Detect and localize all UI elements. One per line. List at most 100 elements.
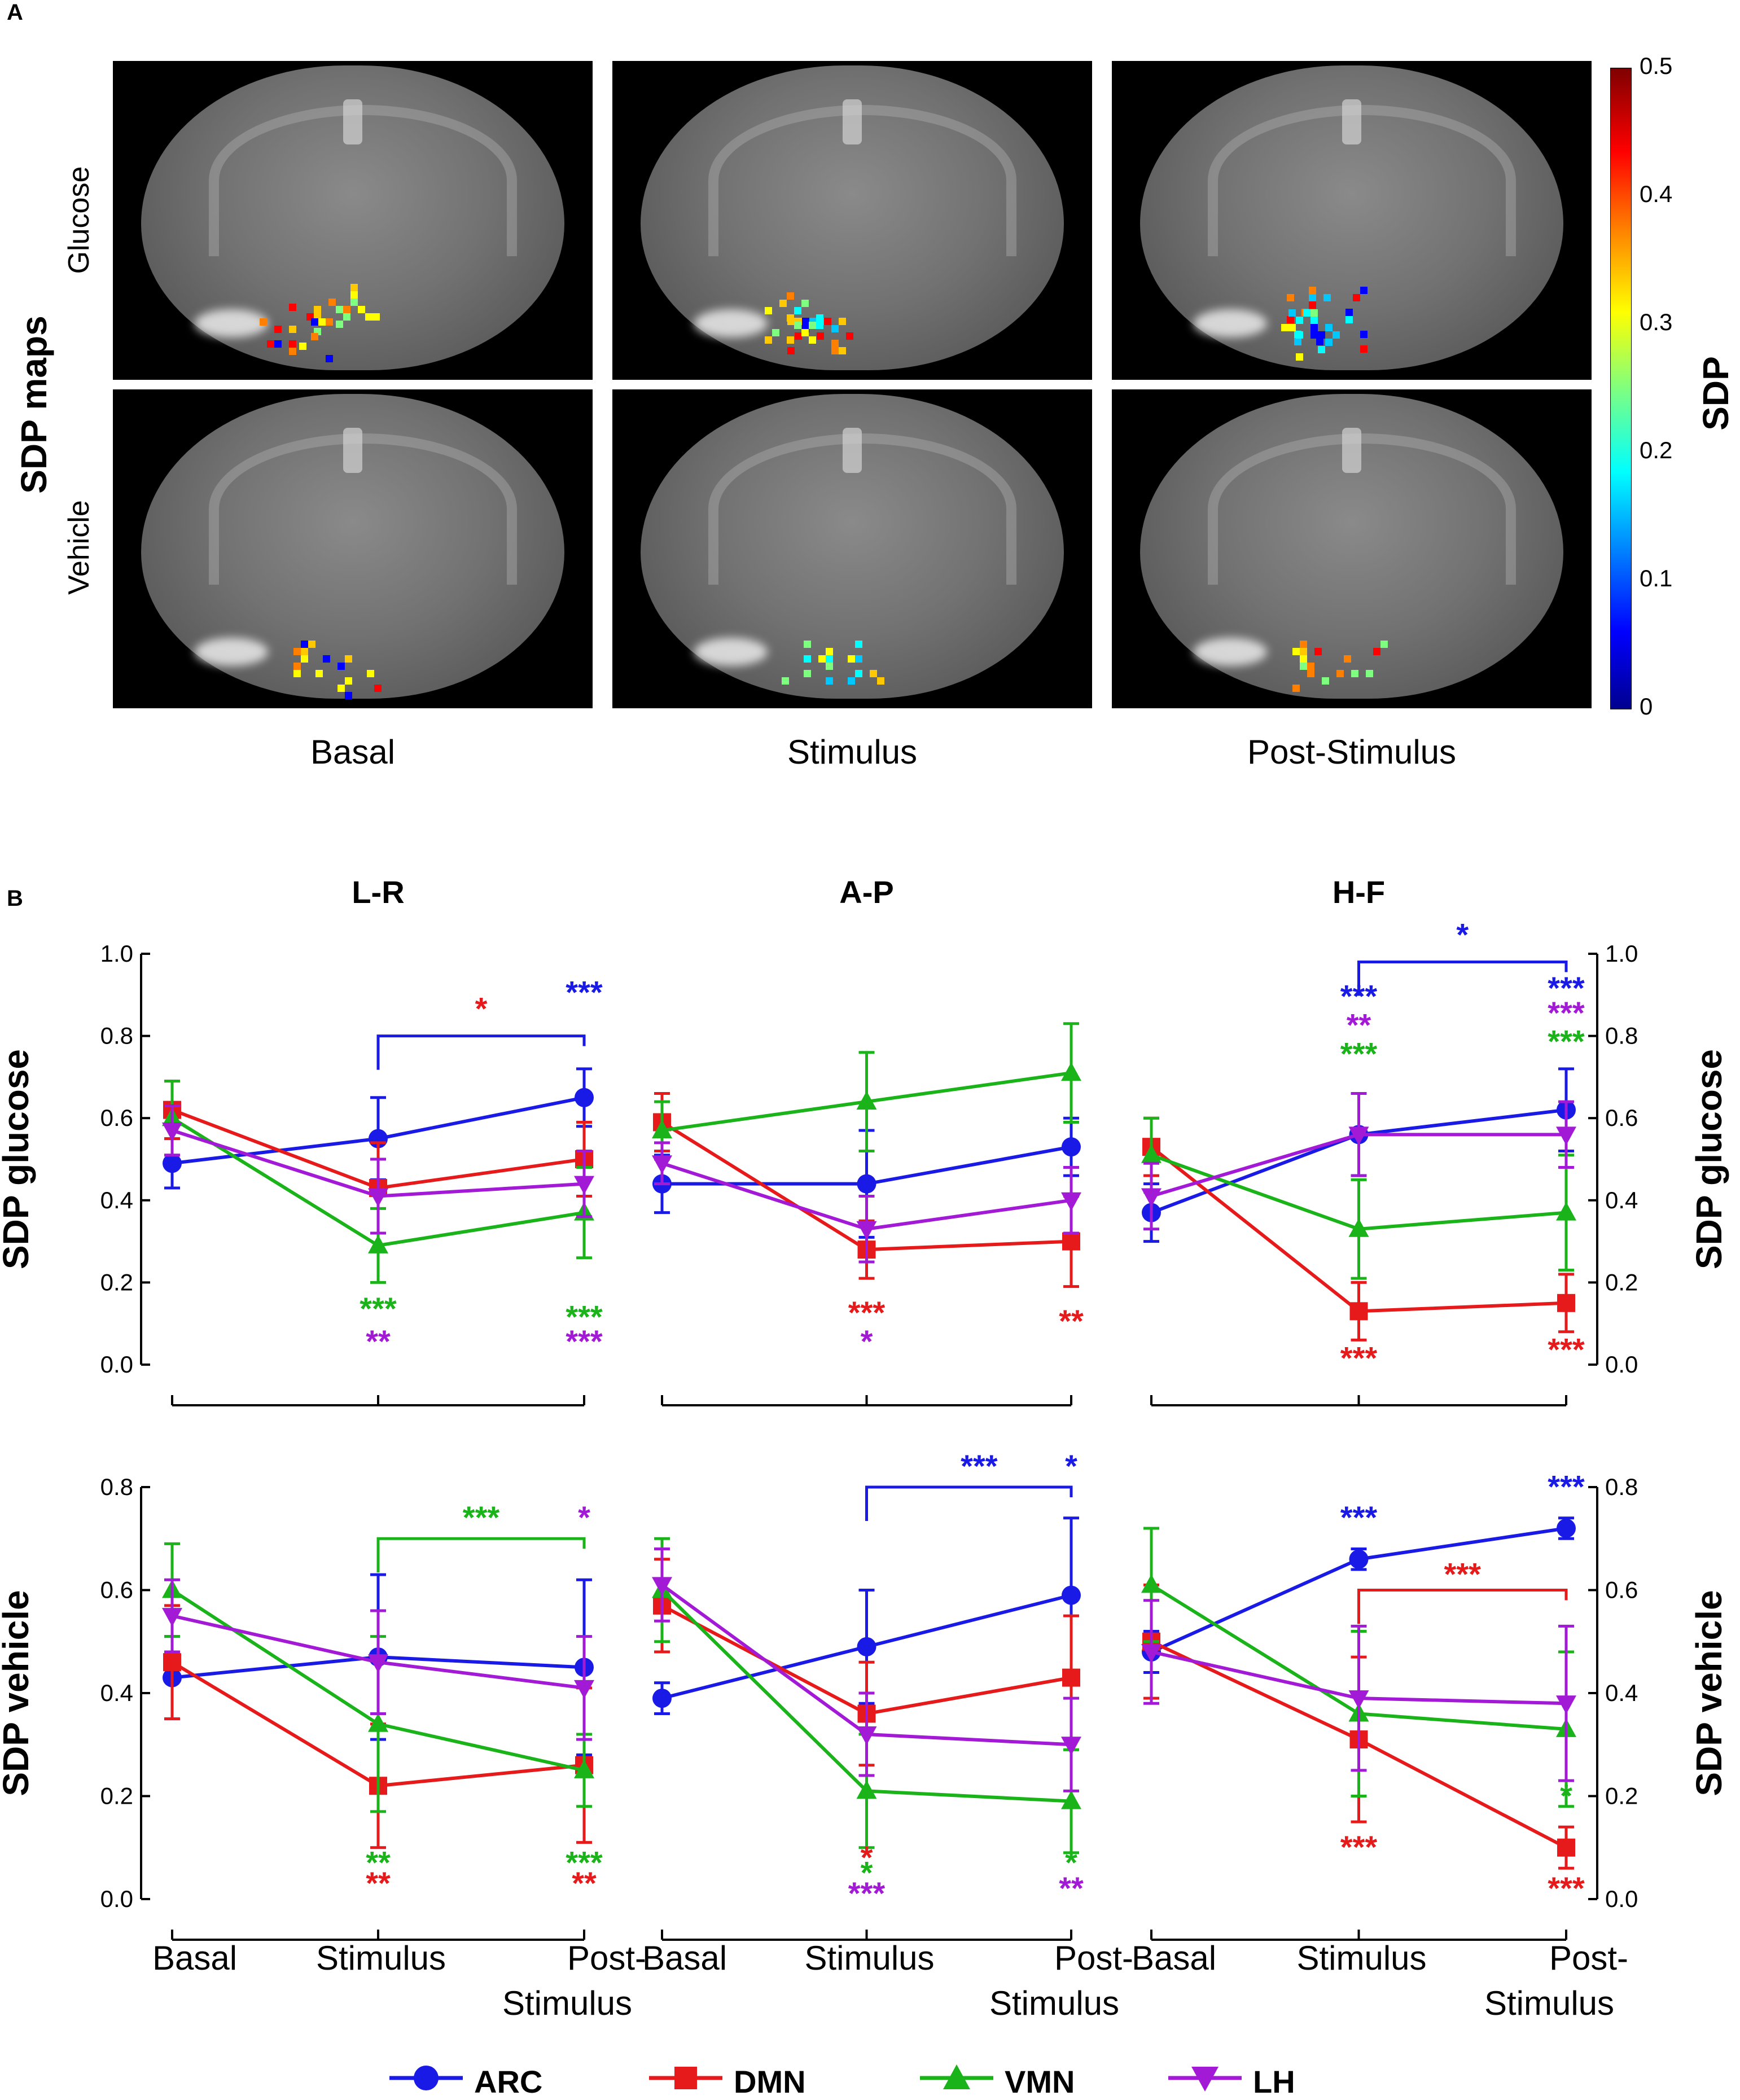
sdp-voxel — [855, 641, 862, 648]
sdp-voxel — [818, 655, 826, 663]
data-point — [1062, 1585, 1081, 1605]
data-point — [1556, 1695, 1576, 1715]
sdp-voxel — [1296, 331, 1303, 339]
sdp-voxel — [328, 299, 336, 306]
data-point — [368, 1234, 388, 1253]
sdp-voxel — [801, 300, 809, 307]
sdp-voxel — [1307, 670, 1314, 677]
data-point — [652, 1577, 672, 1596]
data-point — [574, 1680, 594, 1699]
significance-stars: *** — [848, 1875, 886, 1911]
significance-stars: * — [475, 990, 488, 1026]
y-tick-label: 0.0 — [100, 1351, 133, 1378]
sdp-voxel — [289, 348, 296, 355]
significance-stars: * — [1456, 917, 1469, 952]
significance-stars: *** — [1548, 1468, 1585, 1504]
data-point — [1061, 1790, 1081, 1809]
data-point — [163, 1653, 181, 1672]
x-tick-label: Stimulus — [1296, 1939, 1426, 1977]
y-tick-label: 0.2 — [1605, 1783, 1638, 1809]
chart-2: A-P****** — [652, 874, 1084, 1406]
series-lh — [1141, 1599, 1576, 1782]
sdp-voxel — [831, 347, 839, 354]
sdp-voxel — [846, 332, 853, 340]
significance-stars: ** — [1347, 1007, 1371, 1043]
sdp-voxel — [1300, 648, 1307, 655]
y-tick-label: 0.8 — [100, 1023, 133, 1049]
data-point — [163, 1154, 182, 1173]
sdp-voxel — [336, 321, 343, 328]
significance-stars: ** — [1059, 1870, 1084, 1906]
sdp-voxel — [372, 313, 380, 321]
significance-stars: * — [578, 1500, 590, 1535]
data-point — [162, 1123, 182, 1142]
data-point — [1061, 1062, 1081, 1081]
panel-a-label: A — [7, 0, 23, 25]
sdp-voxel — [1333, 331, 1340, 339]
sdp-voxel — [1288, 324, 1296, 331]
sdp-voxel — [1287, 316, 1294, 323]
colorbar-tick: 0.4 — [1640, 181, 1673, 207]
sdp-voxel — [1311, 324, 1318, 331]
sdp-voxel — [1309, 287, 1316, 294]
sdp-voxel — [1360, 345, 1368, 353]
sdp-voxel — [1296, 317, 1303, 324]
data-point — [1348, 1218, 1369, 1237]
sdp-voxel — [1307, 663, 1314, 670]
significance-stars: *** — [360, 1291, 397, 1326]
significance-stars: ** — [572, 1865, 597, 1901]
sdp-voxel — [809, 322, 816, 329]
data-point — [1348, 1690, 1369, 1709]
data-point — [652, 1689, 672, 1708]
sdp-voxel — [345, 692, 352, 699]
sdp-voxel — [350, 291, 358, 299]
significance-stars: * — [1065, 1844, 1077, 1880]
sdp-voxel — [804, 655, 811, 663]
sdp-voxel — [1300, 655, 1307, 663]
sdp-voxel — [289, 340, 296, 348]
significance-stars: *** — [1548, 1332, 1585, 1367]
sdp-voxel — [831, 340, 839, 347]
sdp-voxel — [350, 284, 358, 291]
significance-stars: *** — [463, 1500, 500, 1535]
y-tick-label: 0.0 — [100, 1886, 133, 1912]
sdp-voxel — [787, 292, 794, 300]
significance-bracket — [1357, 961, 1568, 996]
sdp-voxel — [274, 326, 282, 333]
sdp-voxel — [1373, 648, 1380, 655]
sdp-voxel — [794, 322, 801, 329]
series-vmn — [652, 1022, 1081, 1161]
y-axis-label: SDP glucose — [0, 1049, 36, 1269]
data-point — [1141, 1144, 1162, 1163]
sdp-voxel — [358, 306, 365, 313]
sdp-voxel — [779, 300, 787, 307]
sdp-voxel — [1366, 670, 1373, 677]
data-point — [368, 1654, 388, 1673]
sdp-voxel — [787, 347, 795, 354]
sdp-voxel — [1292, 685, 1300, 692]
data-point — [1557, 1519, 1576, 1538]
sdp-voxel — [795, 332, 802, 340]
sdp-voxel — [301, 641, 308, 648]
sdp-voxel — [870, 670, 877, 677]
significance-stars: ** — [1059, 1303, 1084, 1339]
y-tick-label: 0.2 — [1605, 1269, 1638, 1295]
data-point — [652, 1120, 672, 1139]
sdp-voxel — [374, 685, 382, 692]
x-tick-label: Basal — [152, 1939, 237, 1977]
y-tick-label: 0.8 — [100, 1474, 133, 1500]
x-tick-label-line: Stimulus — [989, 1984, 1119, 2022]
sdp-voxel — [1318, 331, 1325, 339]
sdp-voxel — [816, 314, 823, 322]
sdp-voxel — [315, 670, 323, 677]
sdp-voxel — [1380, 641, 1388, 648]
sdp-voxel — [326, 355, 333, 362]
y-tick-label: 0.4 — [1605, 1680, 1638, 1706]
x-tick-label: Post- Stimulus — [1484, 1939, 1628, 2022]
significance-stars: *** — [848, 1295, 886, 1330]
sdp-voxel — [308, 641, 315, 648]
panel-b-label: B — [7, 886, 23, 911]
